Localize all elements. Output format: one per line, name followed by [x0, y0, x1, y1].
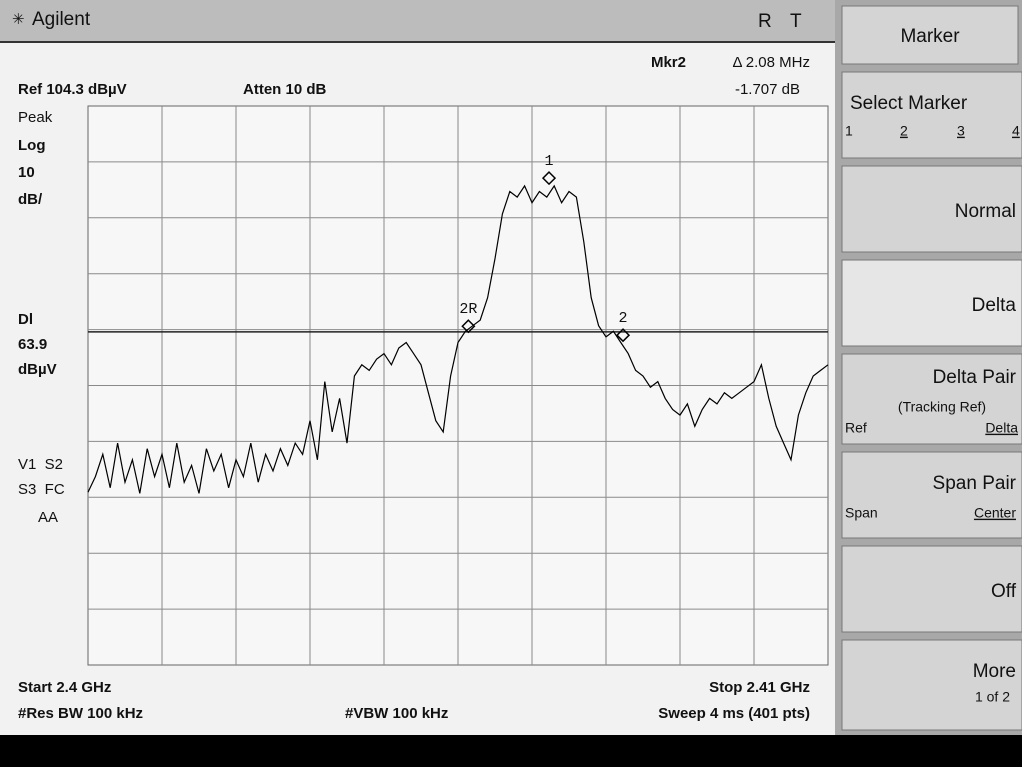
- softkey-option: Center: [974, 505, 1016, 521]
- softkey-label: Normal: [955, 201, 1016, 222]
- softkey[interactable]: [841, 353, 1022, 445]
- softkey-label: Delta Pair: [933, 367, 1017, 388]
- status-r: R: [758, 11, 772, 32]
- vbw: #VBW 100 kHz: [345, 705, 448, 722]
- display-line-unit: dBµV: [18, 361, 57, 378]
- softkey[interactable]: [841, 451, 1022, 539]
- softkey[interactable]: [841, 259, 1022, 347]
- trace-status-2: S3 FC: [18, 481, 65, 498]
- rbw: #Res BW 100 kHz: [18, 705, 143, 722]
- softkey-label: Select Marker: [850, 93, 968, 114]
- softkey-option: Span: [845, 505, 878, 521]
- trace-status-3: AA: [38, 509, 58, 526]
- stop-freq: Stop 2.41 GHz: [709, 679, 810, 696]
- sweep: Sweep 4 ms (401 pts): [658, 705, 810, 722]
- softkey[interactable]: [841, 165, 1022, 253]
- marker-label: 1: [545, 153, 554, 170]
- softkey-label: Span Pair: [933, 473, 1017, 494]
- ref-level: Ref 104.3 dBµV: [18, 81, 127, 98]
- option: 3: [957, 123, 965, 139]
- menu-title: Marker: [900, 26, 960, 47]
- display-line-label: Dl: [18, 311, 33, 328]
- marker: [461, 319, 476, 334]
- marker-delta-level: -1.707 dB: [735, 81, 800, 98]
- scale-type: Log: [18, 137, 46, 154]
- softkey-title: [841, 5, 1019, 65]
- attenuation: Atten 10 dB: [243, 81, 327, 98]
- softkey[interactable]: [841, 545, 1022, 633]
- option: 1: [845, 123, 853, 139]
- start-freq: Start 2.4 GHz: [18, 679, 111, 696]
- marker-label: 2R: [459, 301, 477, 318]
- marker: [615, 328, 631, 343]
- softkey-sub: (Tracking Ref): [898, 399, 986, 415]
- softkey-option: Delta: [985, 420, 1018, 436]
- softkey-label: More: [973, 661, 1016, 682]
- softkey[interactable]: [841, 639, 1022, 731]
- marker: [541, 171, 557, 186]
- display-line-value: 63.9: [18, 336, 47, 353]
- marker-label: 2: [619, 310, 628, 327]
- option: 2: [900, 123, 908, 139]
- plot: 1 2R 2: [87, 105, 829, 666]
- detector: Peak: [18, 109, 53, 126]
- brand: Agilent: [32, 9, 91, 30]
- status-t: T: [790, 11, 802, 32]
- softkey[interactable]: [841, 71, 1022, 159]
- logo: ✳: [12, 11, 25, 28]
- marker-name: Mkr2: [651, 54, 686, 71]
- trace: [87, 184, 829, 494]
- title-bar: [0, 0, 835, 42]
- trace-status-1: V1 S2: [18, 456, 63, 473]
- softkey-option: Ref: [845, 420, 867, 436]
- softkey-sub: 1 of 2: [975, 689, 1010, 705]
- scale-unit: dB/: [18, 191, 43, 208]
- softkey-label: Off: [991, 581, 1017, 602]
- option: 4: [1012, 123, 1020, 139]
- softkey-label: Delta: [972, 295, 1017, 316]
- marker-delta: Δ 2.08 MHz: [732, 54, 810, 71]
- scale-value: 10: [18, 164, 35, 181]
